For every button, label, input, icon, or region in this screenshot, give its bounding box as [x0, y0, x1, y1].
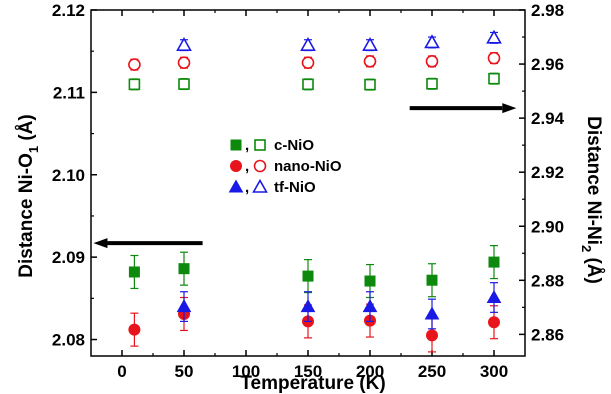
data-marks-group: [128, 29, 502, 353]
data-point-nano-nio: [177, 56, 191, 70]
legend-separator: ,: [245, 179, 249, 196]
x-tick-label: 200: [356, 362, 384, 381]
legend-label: c-NiO: [274, 137, 314, 154]
right-y-tick-label: 2.92: [531, 163, 564, 182]
x-tick-label: 150: [294, 362, 322, 381]
annotation-arrow-head: [93, 238, 108, 249]
legend-separator: ,: [245, 158, 249, 175]
series-nano-nio-right: [128, 51, 501, 71]
annotation-group: [93, 103, 517, 249]
tick-group: 0 50 100 150 200 250 300 2.08 2.09 2.10 2.11 2.12 2.…: [52, 1, 565, 381]
series-tf-nio-left: [176, 282, 502, 330]
data-point-c-nio: [488, 72, 500, 85]
series-tf-nio-right: [176, 29, 502, 52]
data-point-tf-nio: [176, 299, 192, 313]
left-y-tick-label: 2.12: [52, 1, 85, 20]
data-point-c-nio: [426, 274, 438, 286]
legend-marker-filled: [230, 139, 242, 151]
data-point-c-nio: [302, 270, 314, 282]
annotation-arrow-head: [502, 103, 517, 114]
legend-label: nano-NiO: [274, 158, 342, 175]
data-point-tf-nio: [424, 34, 440, 49]
data-point-tf-nio: [486, 289, 502, 304]
right-y-axis-title-main: Distance Ni-Ni: [583, 116, 604, 245]
legend-background: [228, 136, 358, 205]
data-point-tf-nio: [362, 299, 378, 313]
right-y-axis-title: Distance Ni-Ni2 (Å): [579, 116, 604, 284]
data-point-c-nio: [488, 256, 500, 268]
left-y-axis-title: Distance Ni-O1 (Å): [16, 114, 41, 277]
legend-marker-open: [252, 178, 268, 193]
data-point-nano-nio: [128, 323, 141, 336]
x-tick-label: 50: [175, 362, 194, 381]
data-point-c-nio: [426, 77, 438, 90]
right-y-axis-title-subscript: 2: [579, 245, 594, 252]
right-y-tick-label: 2.90: [531, 217, 564, 236]
right-y-axis-title-unit: (Å): [583, 252, 604, 284]
left-y-tick-label: 2.08: [52, 331, 85, 350]
data-point-tf-nio: [176, 37, 192, 51]
legend-marker-open: [254, 139, 266, 151]
data-point-tf-nio: [424, 306, 440, 320]
data-point-c-nio: [302, 78, 314, 91]
x-tick-label: 0: [117, 362, 126, 381]
data-point-c-nio: [364, 78, 376, 91]
right-y-tick-label: 2.88: [531, 271, 564, 290]
legend-marker-filled: [230, 160, 242, 172]
left-y-axis-title-unit: (Å): [16, 114, 37, 146]
legend-marker-filled: [228, 179, 244, 193]
x-tick-label: 100: [232, 362, 260, 381]
left-y-tick-label: 2.11: [53, 83, 85, 102]
data-point-c-nio: [178, 78, 190, 90]
left-y-axis-title-subscript: 1: [26, 146, 41, 153]
left-y-tick-label: 2.10: [52, 166, 85, 185]
data-point-tf-nio: [300, 37, 316, 51]
x-tick-label: 300: [480, 362, 508, 381]
x-axis-title: Temperature (K): [240, 373, 385, 394]
series-c-nio-left: [128, 245, 500, 299]
legend-marker-open: [253, 159, 267, 173]
data-point-nano-nio: [488, 316, 500, 329]
x-tick-label: 250: [418, 362, 446, 381]
data-point-nano-nio: [487, 51, 501, 65]
data-point-nano-nio: [426, 329, 438, 342]
data-point-nano-nio: [301, 56, 315, 70]
data-point-nano-nio: [128, 58, 141, 71]
data-point-c-nio: [364, 275, 376, 287]
left-y-tick-label: 2.09: [52, 248, 85, 267]
data-point-tf-nio: [362, 37, 378, 51]
data-point-c-nio: [128, 266, 140, 278]
legend-separator: ,: [245, 137, 249, 154]
right-y-tick-label: 2.96: [531, 55, 564, 74]
data-point-tf-nio: [300, 299, 316, 313]
data-point-c-nio: [128, 78, 141, 91]
data-point-tf-nio: [486, 29, 502, 44]
right-y-tick-label: 2.86: [531, 325, 564, 344]
data-point-nano-nio: [363, 55, 377, 68]
right-y-tick-label: 2.94: [531, 109, 565, 128]
data-point-c-nio: [178, 263, 190, 275]
legend-label: tf-NiO: [274, 179, 316, 196]
data-point-nano-nio: [425, 55, 439, 68]
right-y-tick-label: 2.98: [531, 1, 564, 20]
series-c-nio-right: [128, 72, 500, 91]
left-y-axis-title-main: Distance Ni-O: [16, 153, 37, 278]
legend: , c-NiO, nano-NiO, tf-NiO: [228, 136, 358, 205]
